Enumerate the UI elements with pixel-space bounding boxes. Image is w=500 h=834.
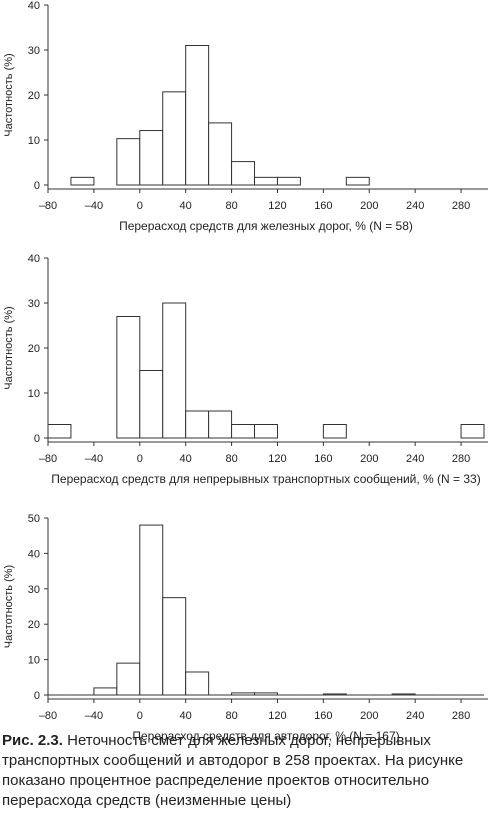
x-axis-label: Перерасход средств для железных дорог, %… [119,219,413,233]
x-axis-label: Перерасход средств для автодорог, % (N =… [132,729,399,743]
histogram-bar [391,693,416,696]
y-tick-label: 10 [28,135,40,147]
histogram-bar [162,302,187,439]
x-tick-label: 280 [452,710,470,722]
histogram-bar [322,424,347,439]
y-tick-label: 0 [34,690,40,702]
histogram-bar [185,45,210,186]
x-tick-label: 80 [225,710,237,722]
x-axis-label: Перерасход средств для непрерывных транс… [51,472,480,486]
x-tick-label: –80 [39,453,57,465]
x-tick-label: 280 [452,453,470,465]
x-tick-label: 200 [360,200,378,212]
figure-caption: Рис. 2.3. Неточность смет для железных д… [2,731,498,811]
x-tick-label: 120 [268,453,286,465]
histogram-bar [460,424,485,439]
caption-label: Рис. 2.3. [2,732,63,749]
x-tick-label: 200 [360,710,378,722]
x-tick-label: 40 [180,453,192,465]
histogram-bar [116,138,141,186]
x-tick-label: 0 [137,200,143,212]
x-tick-label: 120 [268,200,286,212]
x-tick-label: 240 [406,200,424,212]
y-tick-label: 40 [28,253,40,265]
histogram-chart-3: 0 10 20 30 40 50 –80 –40 0 40 80 120 160 200 240 280 Пер… [3,513,488,743]
histogram-bar [47,424,72,439]
histogram-bar [208,410,233,439]
x-tick-label: –40 [85,200,103,212]
histogram-bar [139,130,164,186]
histogram-bar [116,662,141,696]
x-tick-label: 240 [406,453,424,465]
y-tick-label: 30 [28,298,40,310]
y-tick-label: 50 [28,513,40,525]
x-tick-label: –80 [39,710,57,722]
y-tick-label: 20 [28,619,40,631]
histogram-bar [322,693,347,696]
x-tick-label: –80 [39,200,57,212]
y-tick-label: 40 [28,548,40,560]
x-tick-label: 160 [314,200,332,212]
histogram-bar [185,671,210,696]
x-tick-label: 80 [225,200,237,212]
x-tick-label: 0 [137,453,143,465]
histogram-bar [254,176,278,186]
histogram-chart-2: 0 10 20 30 40 –80 –40 0 40 80 120 160 200 240 280 Перер… [3,253,488,486]
x-tick-label: 200 [360,453,378,465]
histogram-bar [93,687,118,696]
histogram-bar [254,424,278,439]
x-tick-label: –40 [85,710,103,722]
histogram-bar [162,597,187,696]
y-tick-label: 10 [28,388,40,400]
y-tick-label: 10 [28,655,40,667]
y-tick-label: 30 [28,45,40,57]
histogram-bar [231,161,256,186]
histogram-bar [345,176,370,186]
y-axis-label: Частотность (%) [3,306,15,389]
y-axis-label: Частотность (%) [3,565,15,648]
histogram-bar [231,692,256,696]
histogram-bar [139,524,164,696]
x-tick-label: 40 [180,200,192,212]
y-axis-label: Частотность (%) [3,53,15,136]
histogram-bar [139,370,164,439]
histogram-bar [162,91,187,186]
x-tick-label: 80 [225,453,237,465]
histogram-bar [116,316,141,439]
histogram-bar [231,424,256,439]
y-tick-label: 40 [28,0,40,12]
figure-charts: 0 10 20 30 40 –80 –40 0 40 80 120 160 200 240 280 Перер… [3,0,488,743]
y-tick-label: 20 [28,90,40,102]
y-tick-label: 30 [28,584,40,596]
y-tick-label: 20 [28,343,40,355]
x-tick-label: 280 [452,200,470,212]
x-tick-label: 40 [180,710,192,722]
x-tick-label: 240 [406,710,424,722]
y-tick-label: 0 [34,180,40,192]
histogram-bar [185,410,210,439]
x-tick-label: 160 [314,453,332,465]
histogram-bar [208,122,233,186]
histogram-bar [276,176,301,186]
histogram-bar [254,692,278,696]
x-tick-label: 160 [314,710,332,722]
caption-text: Неточность смет для железных дорог, непр… [2,732,464,809]
x-tick-label: 120 [268,710,286,722]
histogram-bar [70,176,95,186]
x-tick-label: 0 [137,710,143,722]
histogram-chart-1: 0 10 20 30 40 –80 –40 0 40 80 120 160 200 240 280 Перер… [3,0,488,233]
y-tick-label: 0 [34,433,40,445]
x-tick-label: –40 [85,453,103,465]
